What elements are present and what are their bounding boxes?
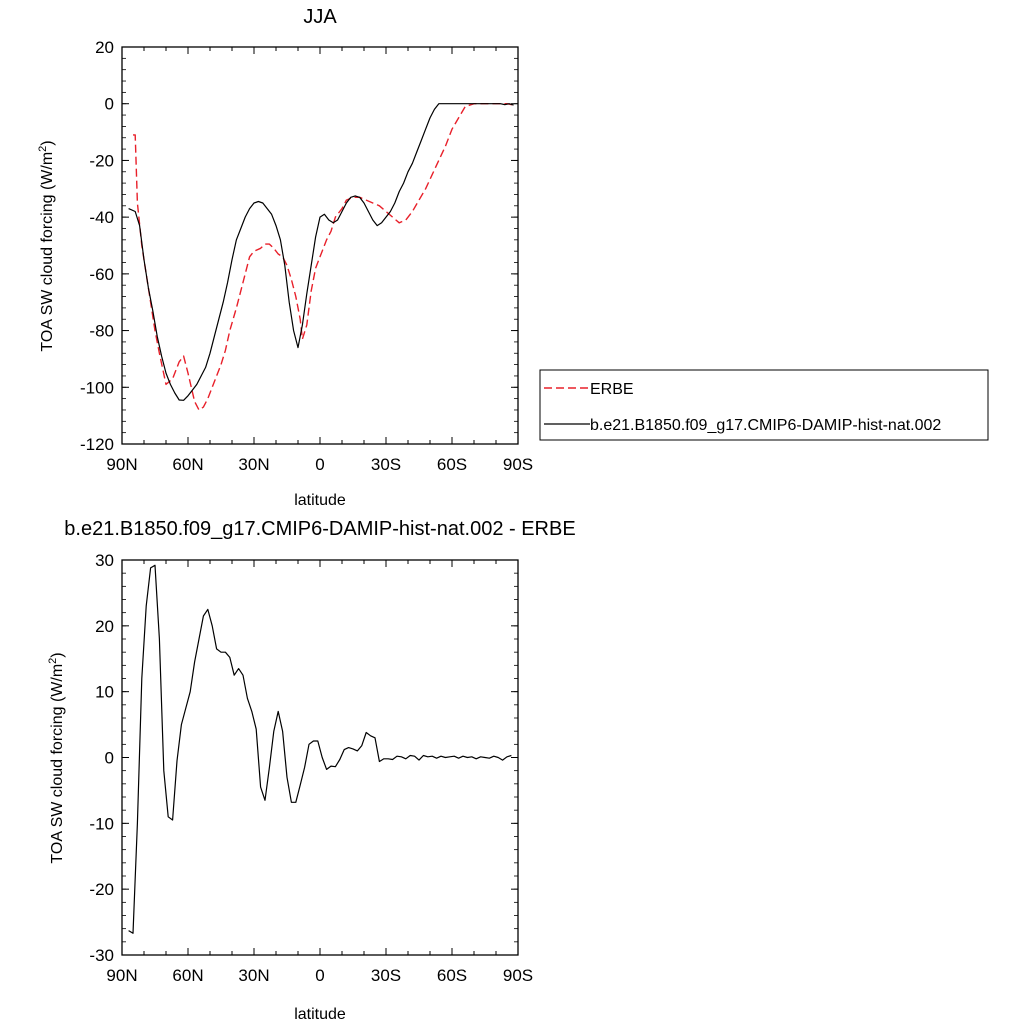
- legend: ERBE b.e21.B1850.f09_g17.CMIP6-DAMIP-his…: [539, 369, 989, 441]
- y-tick-label: -10: [89, 814, 114, 833]
- x-tick-label: 90S: [503, 455, 533, 474]
- x-axis-label: latitude: [294, 1006, 346, 1023]
- y-tick-label: -120: [80, 435, 114, 454]
- y-tick-label: 0: [105, 95, 114, 114]
- chart-title: b.e21.B1850.f09_g17.CMIP6-DAMIP-hist-nat…: [64, 518, 575, 540]
- x-axis-label: latitude: [294, 492, 346, 509]
- x-tick-label: 90N: [106, 455, 137, 474]
- y-tick-label: 20: [95, 617, 114, 636]
- plot-frame: [121, 46, 519, 445]
- series-line-erbe: [133, 103, 514, 411]
- y-tick-label: 30: [95, 551, 114, 570]
- x-tick-label: 60S: [437, 455, 467, 474]
- x-tick-label: 60N: [172, 966, 203, 985]
- y-tick-label: 10: [95, 683, 114, 702]
- axis-ticks: [121, 46, 519, 445]
- y-tick-label: -20: [89, 880, 114, 899]
- x-tick-label: 60S: [437, 966, 467, 985]
- x-tick-label: 30S: [371, 455, 401, 474]
- x-tick-label: 90S: [503, 966, 533, 985]
- tick-labels: 90N 60N 30N 0 30S 60S 90S 20 0 -20 -40 -60 -80 -100 -1…: [80, 38, 533, 474]
- y-tick-label: -80: [89, 322, 114, 341]
- chart-title: JJA: [303, 6, 337, 28]
- legend-label-model: b.e21.B1850.f09_g17.CMIP6-DAMIP-hist-nat…: [590, 417, 941, 434]
- x-tick-label: 0: [315, 966, 324, 985]
- chart-jja: JJA 90N 60N 30N 0 30S 60S 90S 20 0 -20 -40 -60 -80 -1…: [37, 6, 533, 509]
- y-tick-label: -100: [80, 378, 114, 397]
- axis-ticks: [121, 559, 519, 956]
- x-tick-label: 30N: [238, 455, 269, 474]
- y-tick-label: -30: [89, 946, 114, 965]
- series-lines: [128, 564, 512, 934]
- chart-difference: b.e21.B1850.f09_g17.CMIP6-DAMIP-hist-nat…: [47, 518, 576, 1023]
- plot-frame: [121, 559, 519, 956]
- series-lines: [128, 103, 514, 411]
- y-tick-label: -20: [89, 151, 114, 170]
- x-tick-label: 60N: [172, 455, 203, 474]
- x-tick-label: 0: [315, 455, 324, 474]
- y-tick-label: 0: [105, 749, 114, 768]
- series-line-model: [128, 103, 514, 401]
- x-tick-label: 90N: [106, 966, 137, 985]
- legend-box: [539, 369, 989, 441]
- y-axis-label: TOA SW cloud forcing (W/m2): [37, 140, 56, 351]
- x-tick-label: 30S: [371, 966, 401, 985]
- y-tick-label: -40: [89, 208, 114, 227]
- y-axis-label: TOA SW cloud forcing (W/m2): [47, 652, 66, 863]
- tick-labels: 90N 60N 30N 0 30S 60S 90S 30 20 10 0 -10 -20 -30: [89, 551, 533, 985]
- legend-label-erbe: ERBE: [590, 381, 634, 398]
- series-line-difference: [128, 564, 512, 934]
- y-tick-label: 20: [95, 38, 114, 57]
- y-tick-label: -60: [89, 265, 114, 284]
- x-tick-label: 30N: [238, 966, 269, 985]
